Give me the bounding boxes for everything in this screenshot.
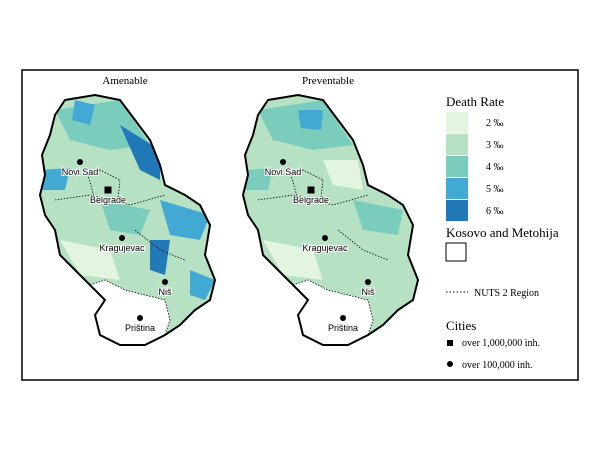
- city-marker: [77, 159, 83, 165]
- city-label: Novi Sad: [62, 167, 99, 177]
- legend-label: 2 ‰: [486, 118, 504, 129]
- city-label: Niš: [159, 287, 172, 297]
- city-marker: [280, 159, 286, 165]
- legend-swatch: [446, 200, 468, 221]
- map-panel: Novi Sad Belgrade Kragujevac Niš Priština: [39, 94, 216, 346]
- legend-kosovo-swatch: [445, 242, 467, 262]
- city-label: Kragujevac: [302, 243, 348, 253]
- city-marker: [137, 315, 143, 321]
- legend-label: 4 ‰: [486, 162, 504, 173]
- legend-label: 6 ‰: [486, 206, 504, 217]
- legend-title: Death Rate: [446, 94, 504, 109]
- legend-city-small: over 100,000 inh.: [462, 360, 533, 371]
- city-marker: [340, 315, 346, 321]
- legend-swatch: [446, 112, 468, 133]
- city-label: Kragujevac: [99, 243, 145, 253]
- map-panel: Novi Sad Belgrade Kragujevac Niš Priština: [242, 94, 419, 346]
- city-marker: [322, 235, 328, 241]
- map-title: Amenable: [102, 75, 147, 87]
- city-label: Belgrade: [293, 195, 329, 205]
- legend-swatch: [446, 134, 468, 155]
- city-label: Belgrade: [90, 195, 126, 205]
- city-marker: [365, 279, 371, 285]
- city-label: Priština: [328, 323, 358, 333]
- legend-swatch: [446, 156, 468, 177]
- legend-label: 3 ‰: [486, 140, 504, 151]
- city-marker: [104, 186, 112, 194]
- legend-label: 5 ‰: [486, 184, 504, 195]
- city-marker: [119, 235, 125, 241]
- city-label: Priština: [125, 323, 155, 333]
- legend-city-dot: [447, 361, 453, 367]
- legend-cities-title: Cities: [446, 318, 476, 333]
- legend-swatch: [446, 178, 468, 199]
- city-label: Niš: [362, 287, 375, 297]
- legend-kosovo: Kosovo and Metohija: [446, 225, 559, 240]
- city-marker: [307, 186, 315, 194]
- legend-nuts: NUTS 2 Region: [474, 288, 539, 299]
- city-marker: [162, 279, 168, 285]
- legend-city-large: over 1,000,000 inh.: [462, 338, 540, 349]
- map-title: Preventable: [302, 75, 354, 87]
- legend-city-square: [447, 340, 453, 346]
- city-label: Novi Sad: [265, 167, 302, 177]
